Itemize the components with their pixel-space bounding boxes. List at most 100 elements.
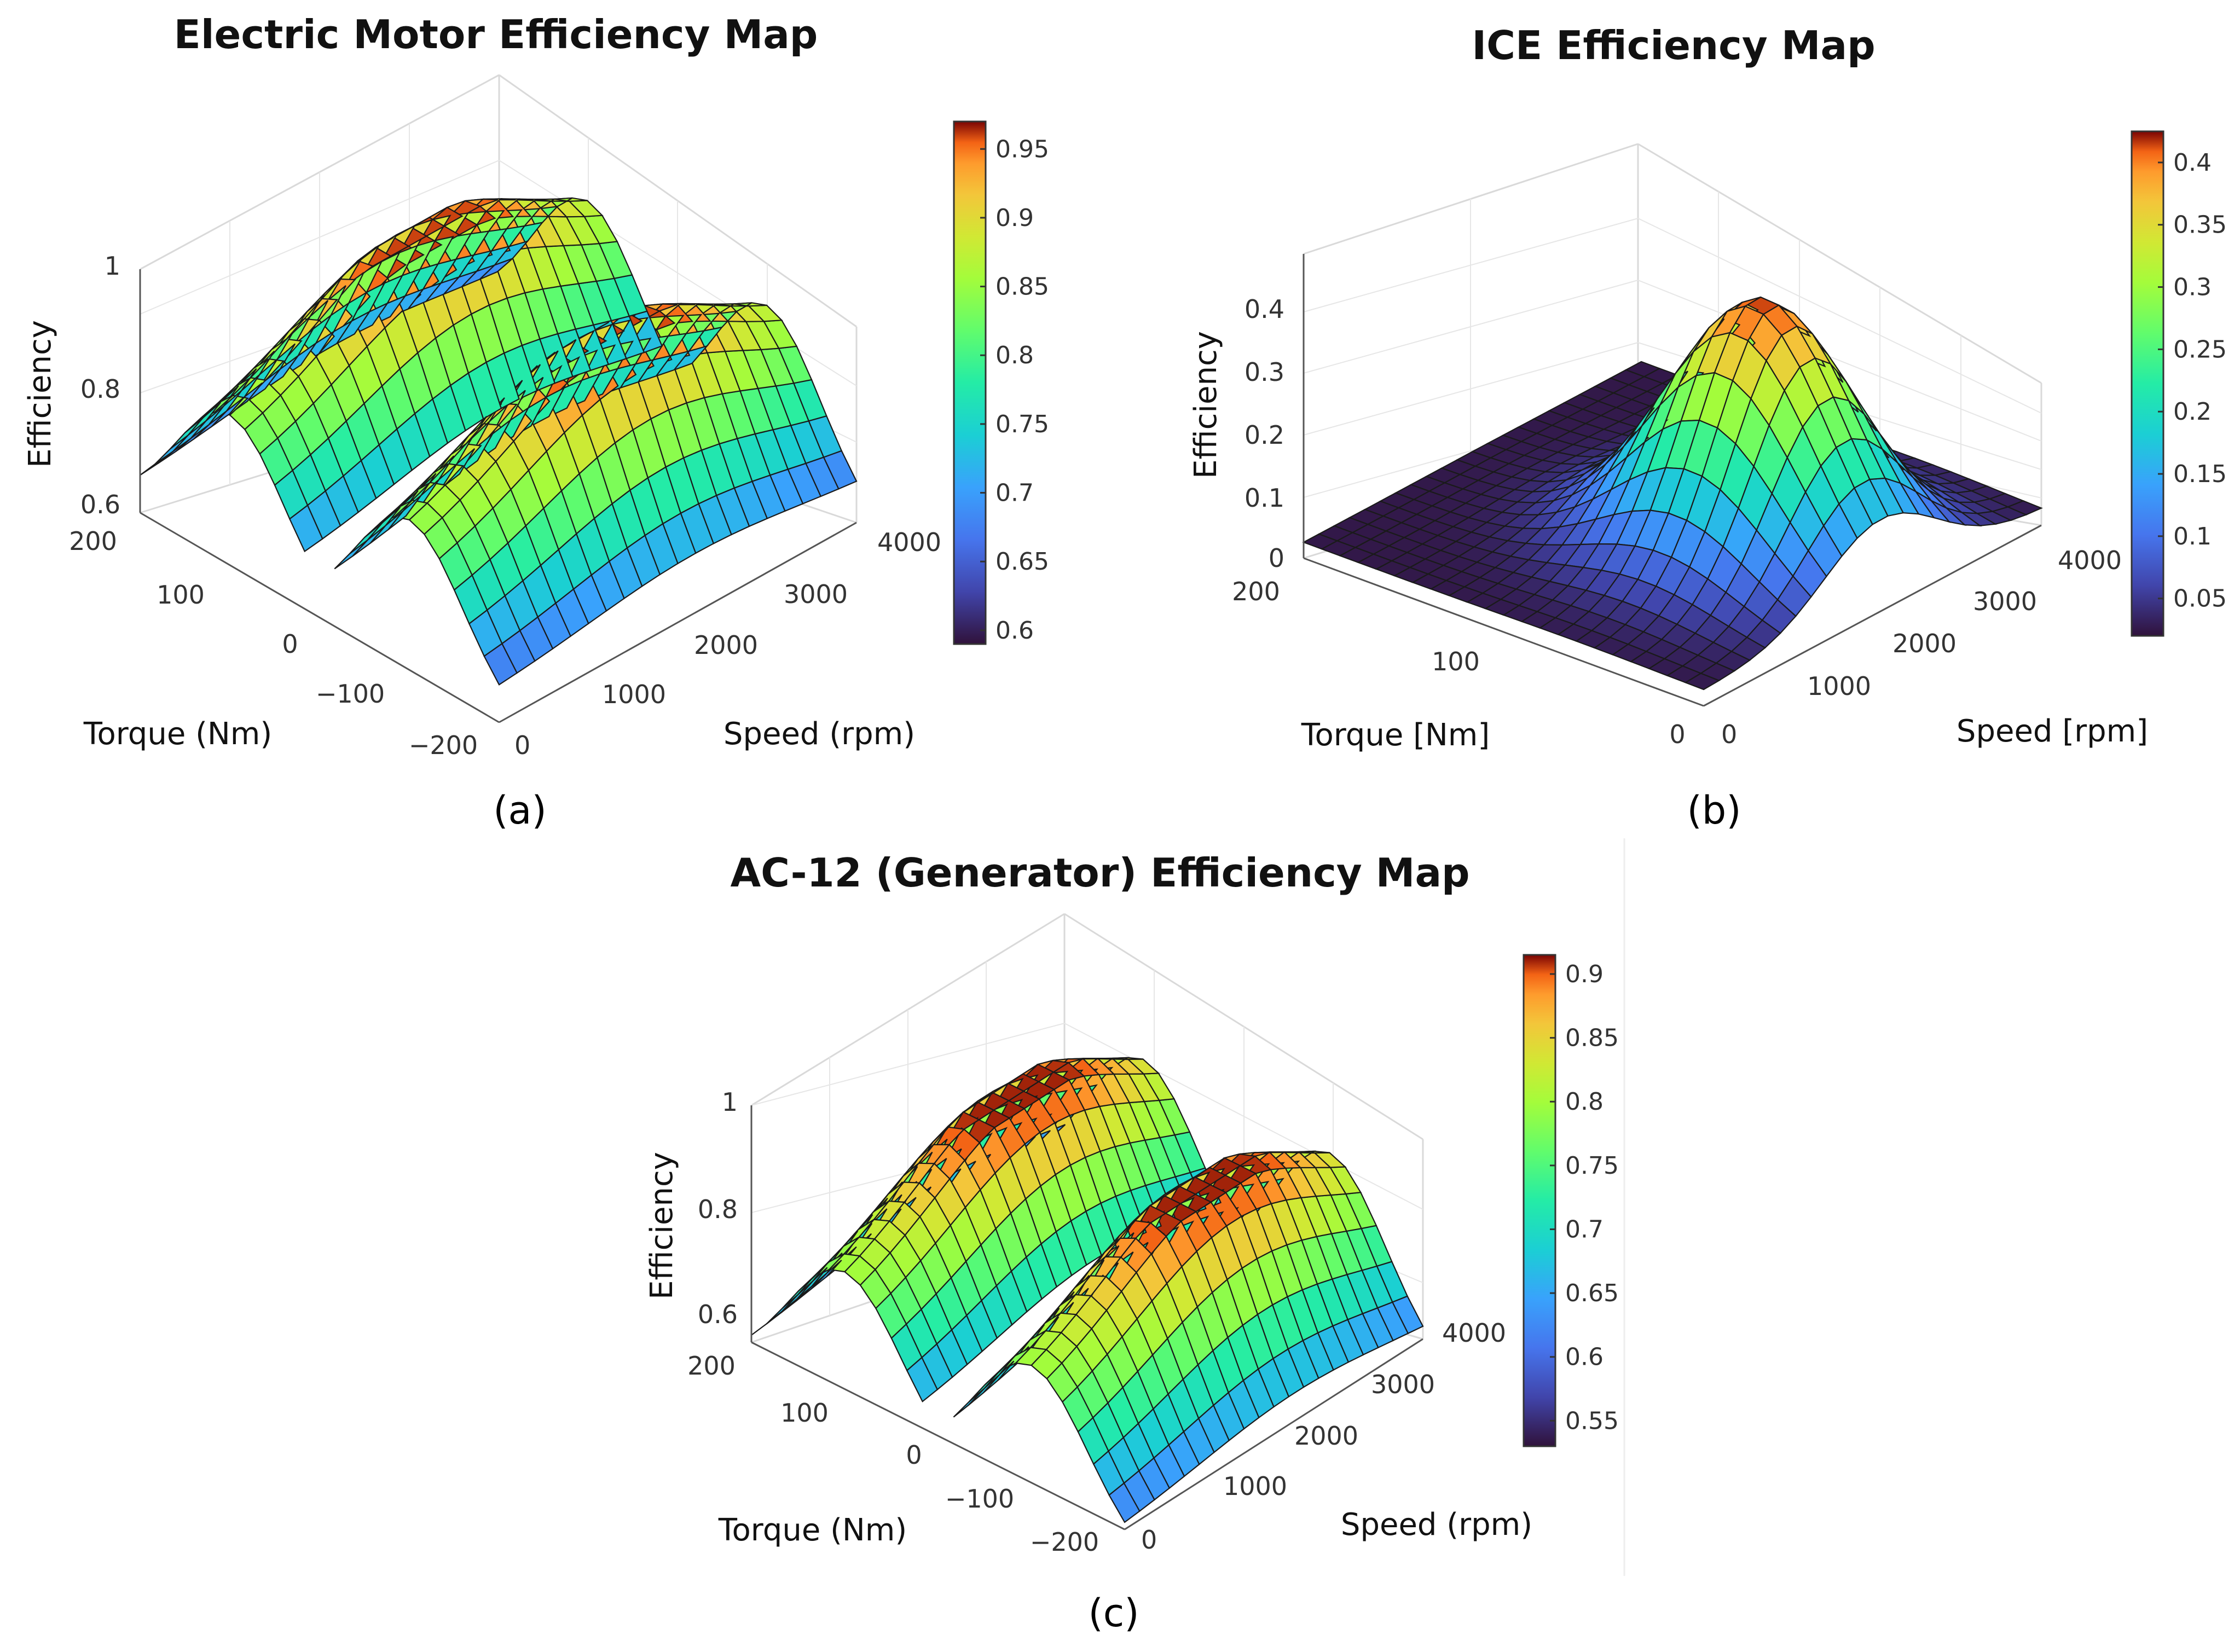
panel-a-x-tick: −100 bbox=[316, 679, 385, 709]
panel-c-z-label: Efficiency bbox=[644, 1152, 680, 1300]
colorbar-tick-label: 0.35 bbox=[2173, 211, 2227, 239]
colorbar-tick-label: 0.85 bbox=[1565, 1024, 1619, 1052]
colorbar-tick-label: 0.6 bbox=[995, 617, 1034, 645]
panel-c-x-tick: −100 bbox=[945, 1484, 1014, 1514]
panel-a-colorbar-ticks: 0.6 0.65 0.7 0.75 0.8 0.85 0.9 0.95 bbox=[980, 135, 1049, 645]
panel-c-x-tick: 100 bbox=[780, 1398, 829, 1428]
panel-b-y-tick: 3000 bbox=[1973, 587, 2037, 616]
panel-b-y-tick: 0 bbox=[1721, 720, 1737, 749]
panel-c: AC-12 (Generator) Efficiency Map bbox=[644, 838, 1625, 1636]
panel-c-y-label: Speed (rpm) bbox=[1341, 1507, 1532, 1543]
panel-b-x-tick: 200 bbox=[1232, 577, 1280, 606]
colorbar-tick-label: 0.2 bbox=[2173, 398, 2212, 426]
panel-c-y-tick: 4000 bbox=[1442, 1318, 1506, 1348]
panel-b-title: ICE Efficiency Map bbox=[1472, 22, 1875, 68]
panel-b-x-tick: 0 bbox=[1669, 720, 1685, 749]
panel-c-z-tick: 1 bbox=[722, 1087, 738, 1117]
panel-c-y-tick: 1000 bbox=[1223, 1471, 1287, 1501]
colorbar-tick-label: 0.55 bbox=[1565, 1407, 1619, 1435]
panel-b-y-label: Speed [rpm] bbox=[1957, 714, 2148, 749]
panel-b-label: (b) bbox=[1687, 788, 1741, 833]
panel-c-x-tick: −200 bbox=[1030, 1527, 1099, 1557]
panel-c-colorbar-ticks: 0.55 0.6 0.65 0.7 0.75 0.8 0.85 0.9 bbox=[1550, 960, 1619, 1435]
colorbar-tick-label: 0.6 bbox=[1565, 1343, 1604, 1371]
panel-b: ICE Efficiency Map bbox=[1188, 22, 2227, 833]
panel-c-y-axis-line bbox=[1124, 1338, 1423, 1531]
panel-a: Electric Motor Efficiency Map bbox=[22, 11, 1049, 833]
panel-a-x-tick: 200 bbox=[69, 526, 117, 556]
colorbar-tick-label: 0.75 bbox=[1565, 1152, 1619, 1180]
panel-a-z-ticks: 0.6 0.8 1 bbox=[80, 251, 120, 519]
panel-a-label: (a) bbox=[493, 788, 547, 833]
panel-b-z-tick: 0.1 bbox=[1245, 483, 1284, 513]
colorbar-tick-label: 0.95 bbox=[995, 135, 1049, 163]
panel-a-x-tick: 100 bbox=[157, 580, 205, 610]
panel-a-colorbar-bar bbox=[953, 120, 987, 645]
colorbar-tick-label: 0.65 bbox=[995, 548, 1049, 576]
panel-a-colorbar: 0.6 0.65 0.7 0.75 0.8 0.85 0.9 0.95 bbox=[953, 120, 1049, 645]
colorbar-tick-label: 0.85 bbox=[995, 273, 1049, 301]
colorbar-tick-label: 0.7 bbox=[995, 479, 1034, 507]
surface-patch bbox=[1302, 533, 1339, 550]
panel-a-y-tick: 3000 bbox=[784, 579, 848, 609]
panel-c-y-tick: 3000 bbox=[1371, 1370, 1435, 1399]
colorbar-tick-label: 0.4 bbox=[2173, 149, 2212, 177]
panel-c-x-tick: 200 bbox=[687, 1351, 736, 1381]
panel-c-colorbar: 0.55 0.6 0.65 0.7 0.75 0.8 0.85 0.9 bbox=[1523, 954, 1619, 1447]
surface-patch bbox=[154, 434, 189, 465]
panel-a-y-tick: 4000 bbox=[877, 528, 941, 557]
panel-c-z-tick: 0.8 bbox=[698, 1195, 738, 1224]
panel-b-front-edges bbox=[1303, 254, 2042, 707]
panel-b-z-tick: 0.4 bbox=[1245, 294, 1284, 324]
panel-a-y-ticks: 0 1000 2000 3000 4000 bbox=[514, 528, 941, 760]
panel-c-front-edges bbox=[750, 1105, 1423, 1531]
panel-a-surface bbox=[140, 197, 858, 686]
panel-c-colorbar-bar bbox=[1523, 954, 1556, 1447]
panel-b-colorbar: 0.05 0.1 0.15 0.2 0.25 0.3 0.35 0.4 bbox=[2131, 130, 2227, 637]
panel-c-z-ticks: 0.6 0.8 1 bbox=[698, 1087, 738, 1329]
colorbar-tick-label: 0.25 bbox=[2173, 335, 2227, 363]
panel-a-x-ticks: 200 100 0 −100 −200 bbox=[69, 526, 478, 760]
surface-patch bbox=[953, 1388, 985, 1418]
panel-b-x-label: Torque [Nm] bbox=[1301, 717, 1490, 753]
surface-patch bbox=[334, 540, 368, 570]
panel-b-y-tick: 1000 bbox=[1807, 671, 1871, 701]
panel-c-x-ticks: 200 100 0 −100 −200 bbox=[687, 1351, 1099, 1557]
panel-c-x-label: Torque (Nm) bbox=[718, 1512, 907, 1548]
colorbar-tick-label: 0.9 bbox=[1565, 960, 1604, 988]
colorbar-tick-label: 0.1 bbox=[2173, 523, 2212, 550]
colorbar-tick-label: 0.8 bbox=[1565, 1088, 1604, 1116]
panel-b-x-ticks: 200 100 0 bbox=[1232, 577, 1686, 749]
panel-c-y-ticks: 0 1000 2000 3000 4000 bbox=[1141, 1318, 1506, 1555]
panel-a-y-label: Speed (rpm) bbox=[723, 716, 915, 752]
panel-a-z-tick: 0.8 bbox=[80, 374, 120, 404]
panel-a-x-label: Torque (Nm) bbox=[83, 716, 272, 752]
panel-c-y-tick: 2000 bbox=[1294, 1421, 1358, 1451]
panel-b-y-ticks: 0 1000 2000 3000 4000 bbox=[1721, 546, 2122, 749]
colorbar-tick-label: 0.7 bbox=[1565, 1215, 1604, 1243]
colorbar-tick-label: 0.65 bbox=[1565, 1279, 1619, 1307]
panel-a-y-tick: 0 bbox=[514, 731, 530, 760]
colorbar-tick-label: 0.8 bbox=[995, 341, 1034, 369]
panel-a-x-tick: 0 bbox=[282, 629, 298, 659]
panel-a-z-tick: 0.6 bbox=[80, 490, 120, 519]
surface-patch bbox=[140, 451, 173, 476]
panel-b-gridline bbox=[1637, 280, 2042, 442]
panel-c-x-tick: 0 bbox=[906, 1440, 922, 1470]
panel-a-x-axis-line bbox=[140, 512, 500, 723]
panel-a-back-edge bbox=[140, 74, 500, 270]
panel-a-title: Electric Motor Efficiency Map bbox=[174, 11, 818, 57]
panel-a-y-axis-line bbox=[499, 521, 857, 723]
panel-c-y-tick: 0 bbox=[1141, 1525, 1157, 1555]
panel-b-z-tick: 0.3 bbox=[1245, 357, 1284, 387]
colorbar-tick-label: 0.75 bbox=[995, 410, 1049, 438]
panel-b-colorbar-bar bbox=[2131, 130, 2164, 637]
panel-a-x-tick: −200 bbox=[409, 731, 478, 760]
panel-c-x-axis-line bbox=[751, 1341, 1125, 1531]
colorbar-tick-label: 0.3 bbox=[2173, 274, 2212, 302]
panel-b-x-axis-line bbox=[1303, 557, 1704, 707]
panel-c-label: (c) bbox=[1088, 1591, 1139, 1636]
panel-c-surface bbox=[751, 1057, 1424, 1523]
panel-b-colorbar-ticks: 0.05 0.1 0.15 0.2 0.25 0.3 0.35 0.4 bbox=[2158, 149, 2227, 613]
